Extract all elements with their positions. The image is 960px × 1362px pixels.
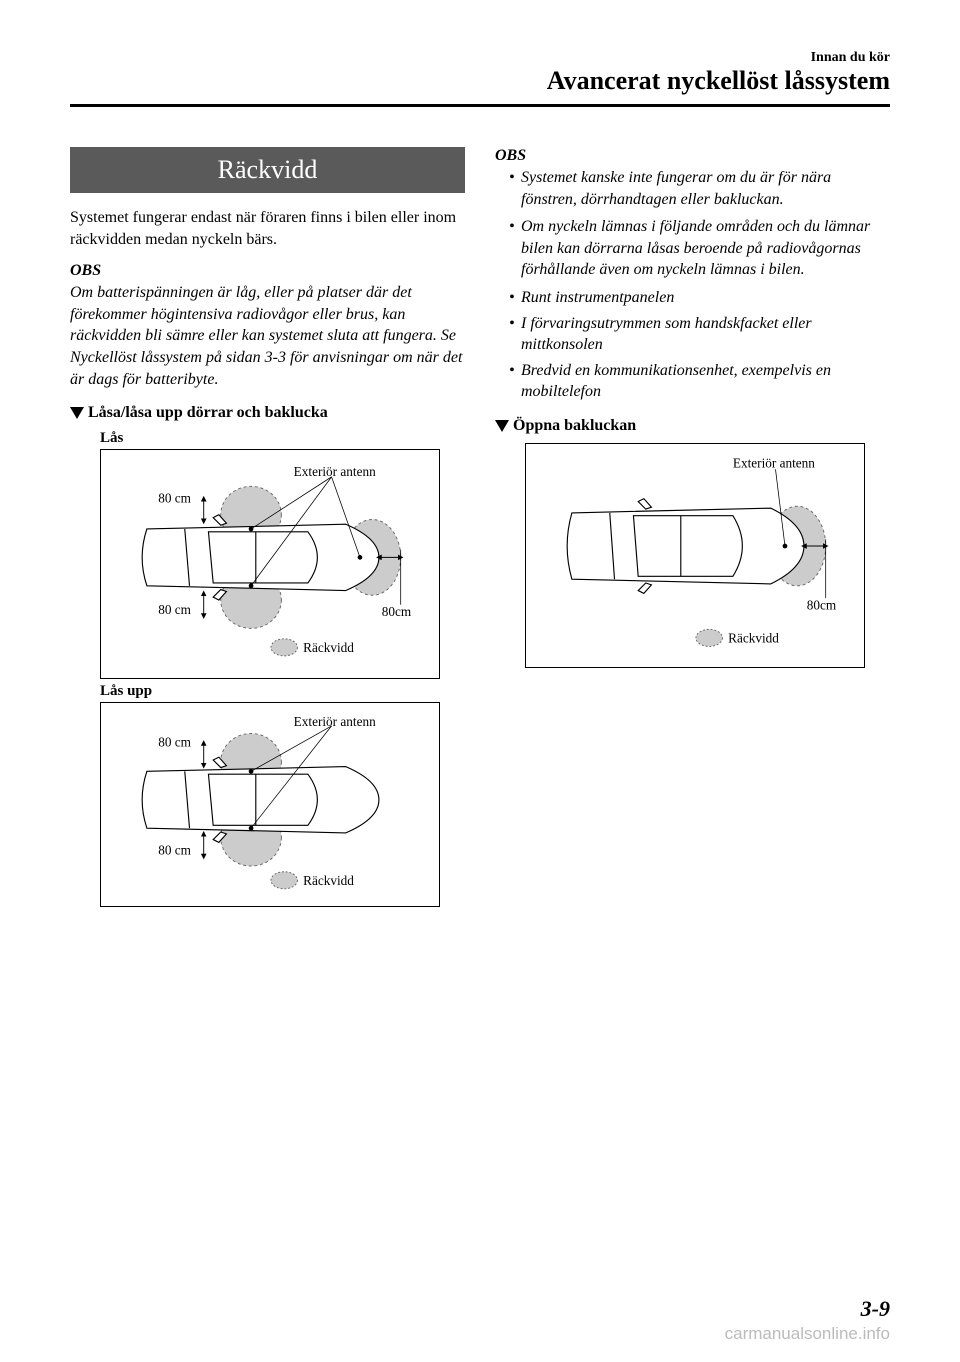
diagram1-title: Lås [100, 430, 465, 447]
obs-label-right: OBS [495, 147, 890, 165]
page-number: 3-9 [861, 1296, 890, 1322]
d2-legend: Räckvidd [303, 873, 354, 888]
right-column: OBS Systemet kanske inte fungerar om du … [495, 147, 890, 907]
obs-bullet-1: Systemet kanske inte fungerar om du är f… [509, 167, 890, 210]
diagram1: Exteriör antenn 80 cm 80 cm 80cm Räckvid… [100, 449, 440, 679]
header-rule [70, 104, 890, 107]
content-columns: Räckvidd Systemet fungerar endast när fö… [70, 147, 890, 907]
page-header: Innan du kör Avancerat nyckellöst låssys… [70, 50, 890, 96]
diagram2-title: Lås upp [100, 683, 465, 700]
d1-dist1: 80 cm [158, 491, 191, 506]
obs-sub-1: Runt instrumentpanelen [509, 287, 890, 309]
diagram2-svg: Exteriör antenn 80 cm 80 cm Räckvidd [109, 711, 431, 898]
obs-bullet-list: Systemet kanske inte fungerar om du är f… [495, 167, 890, 281]
d3-dist1: 80cm [807, 597, 837, 612]
watermark: carmanualsonline.info [725, 1324, 890, 1344]
diagram3-svg: Exteriör antenn 80cm Räckvidd [534, 452, 856, 659]
d2-antenna-label: Exteriör antenn [294, 714, 376, 729]
d2-dist1: 80 cm [158, 735, 191, 750]
d1-antenna-label: Exteriör antenn [294, 464, 376, 479]
obs-sub-3: Bredvid en kommunikationsenhet, exempelv… [509, 360, 890, 403]
d3-legend: Räckvidd [728, 631, 779, 646]
d3-antenna-label: Exteriör antenn [733, 455, 815, 470]
diagram1-svg: Exteriör antenn 80 cm 80 cm 80cm Räckvid… [109, 458, 431, 670]
triangle-icon [495, 420, 509, 432]
obs-bullet-2: Om nyckeln lämnas i följande områden och… [509, 216, 890, 281]
subheading2-text: Öppna bakluckan [513, 417, 636, 434]
subheading-text: Låsa/låsa upp dörrar och baklucka [88, 404, 328, 421]
d1-dist3: 80cm [382, 604, 412, 619]
header-section: Avancerat nyckellöst låssystem [70, 66, 890, 96]
d1-legend: Räckvidd [303, 640, 354, 655]
subheading-lock-unlock: Låsa/låsa upp dörrar och baklucka [70, 404, 465, 422]
d1-dist2: 80 cm [158, 602, 191, 617]
obs-paragraph: Om batterispänningen är låg, eller på pl… [70, 282, 465, 390]
intro-paragraph: Systemet fungerar endast när föraren fin… [70, 207, 465, 250]
diagram3: Exteriör antenn 80cm Räckvidd [525, 443, 865, 668]
obs-sub-2: I förvaringsutrymmen som handskfacket el… [509, 313, 890, 356]
diagram2: Exteriör antenn 80 cm 80 cm Räckvidd [100, 702, 440, 907]
triangle-icon [70, 407, 84, 419]
obs-sub-bullet-list: Runt instrumentpanelen I förvaringsutrym… [495, 287, 890, 403]
obs-label: OBS [70, 262, 465, 280]
header-chapter: Innan du kör [70, 50, 890, 66]
left-column: Räckvidd Systemet fungerar endast när fö… [70, 147, 465, 907]
subheading-open-trunk: Öppna bakluckan [495, 417, 890, 435]
section-title: Räckvidd [70, 147, 465, 193]
d2-dist2: 80 cm [158, 843, 191, 858]
